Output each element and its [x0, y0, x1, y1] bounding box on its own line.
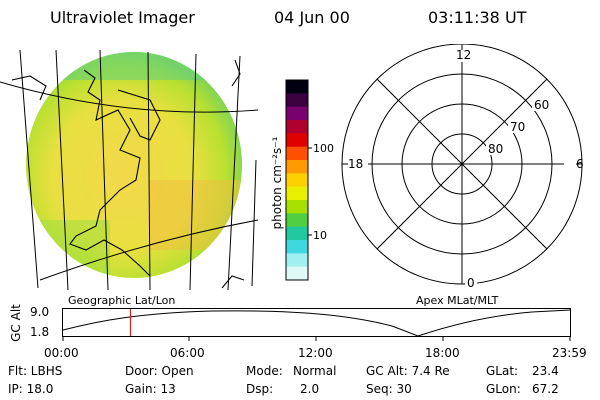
- gain-status: Gain: 13: [125, 382, 176, 396]
- date-label: 04 Jun 00: [274, 8, 350, 27]
- colorbar-stripe: [286, 120, 308, 134]
- colorbar-stripe: [286, 266, 308, 281]
- colorbar-stripe: [286, 253, 308, 268]
- alt-tick-low: 1.8: [30, 325, 50, 339]
- colorbar-stripe: [286, 80, 308, 94]
- time-tick-1200: 12:00: [298, 346, 333, 360]
- apex-polar-plot: [341, 44, 583, 288]
- dsp-label: Dsp:: [246, 382, 274, 396]
- mlt-label-6: 6: [576, 157, 584, 171]
- colorbar-stripe: [286, 226, 308, 241]
- door-status: Door: Open: [125, 364, 194, 378]
- colorbar-stripe: [286, 146, 308, 161]
- filter-status: Flt: LBHS: [8, 364, 63, 378]
- colorbar-tick-10: 10: [313, 229, 327, 242]
- mode-label: Mode:: [246, 364, 283, 378]
- glat-label: GLat:: [486, 364, 519, 378]
- intensity-colorbar: [285, 79, 312, 281]
- gc-alt-status: GC Alt: 7.4 Re: [366, 364, 450, 378]
- colorbar-stripe: [286, 133, 308, 148]
- colorbar-stripe: [286, 200, 308, 214]
- colorbar-stripe: [286, 213, 308, 228]
- colorbar-stripe: [286, 173, 308, 188]
- apex-label: Apex MLat/MLT: [416, 294, 499, 307]
- glat-value: 23.4: [532, 364, 559, 378]
- seq-status: Seq: 30: [366, 382, 412, 396]
- instrument-title: Ultraviolet Imager: [50, 8, 195, 27]
- lat-label-60: 60: [534, 98, 550, 112]
- mode-value: Normal: [293, 364, 337, 378]
- time-tick-2359: 23:59: [552, 346, 587, 360]
- mlt-label-18: 18: [348, 157, 364, 171]
- altitude-curve: [62, 309, 571, 337]
- mlt-label-12: 12: [456, 48, 472, 62]
- colorbar-stripe: [286, 106, 308, 121]
- time-tick-0600: 06:00: [170, 346, 205, 360]
- geo-grid: [0, 49, 259, 290]
- time-tick-1800: 18:00: [425, 346, 460, 360]
- geographic-label: Geographic Lat/Lon: [68, 294, 176, 307]
- mlt-label-0: 0: [467, 276, 475, 290]
- colorbar-stripe: [286, 240, 308, 254]
- colorbar-tick-100: 100: [313, 142, 334, 155]
- dsp-value: 2.0: [300, 382, 320, 396]
- colorbar-stripes: [286, 80, 308, 281]
- glon-label: GLon:: [486, 382, 521, 396]
- altitude-timeline: [62, 308, 571, 341]
- glon-value: 67.2: [532, 382, 559, 396]
- lat-label-80: 80: [488, 142, 504, 156]
- gc-alt-axis-label: GC Alt: [9, 304, 23, 342]
- colorbar-stripe: [286, 186, 308, 201]
- colorbar-stripe: [286, 160, 308, 174]
- alt-tick-high: 9.0: [30, 305, 50, 319]
- colorbar-unit-label: photon cm⁻²s⁻¹: [270, 136, 284, 230]
- time-tick-0000: 00:00: [44, 346, 79, 360]
- colorbar-stripe: [286, 93, 308, 108]
- ip-status: IP: 18.0: [8, 382, 54, 396]
- time-label: 03:11:38 UT: [428, 8, 527, 27]
- lat-label-70: 70: [510, 120, 526, 134]
- earth-uv-image: [0, 49, 259, 290]
